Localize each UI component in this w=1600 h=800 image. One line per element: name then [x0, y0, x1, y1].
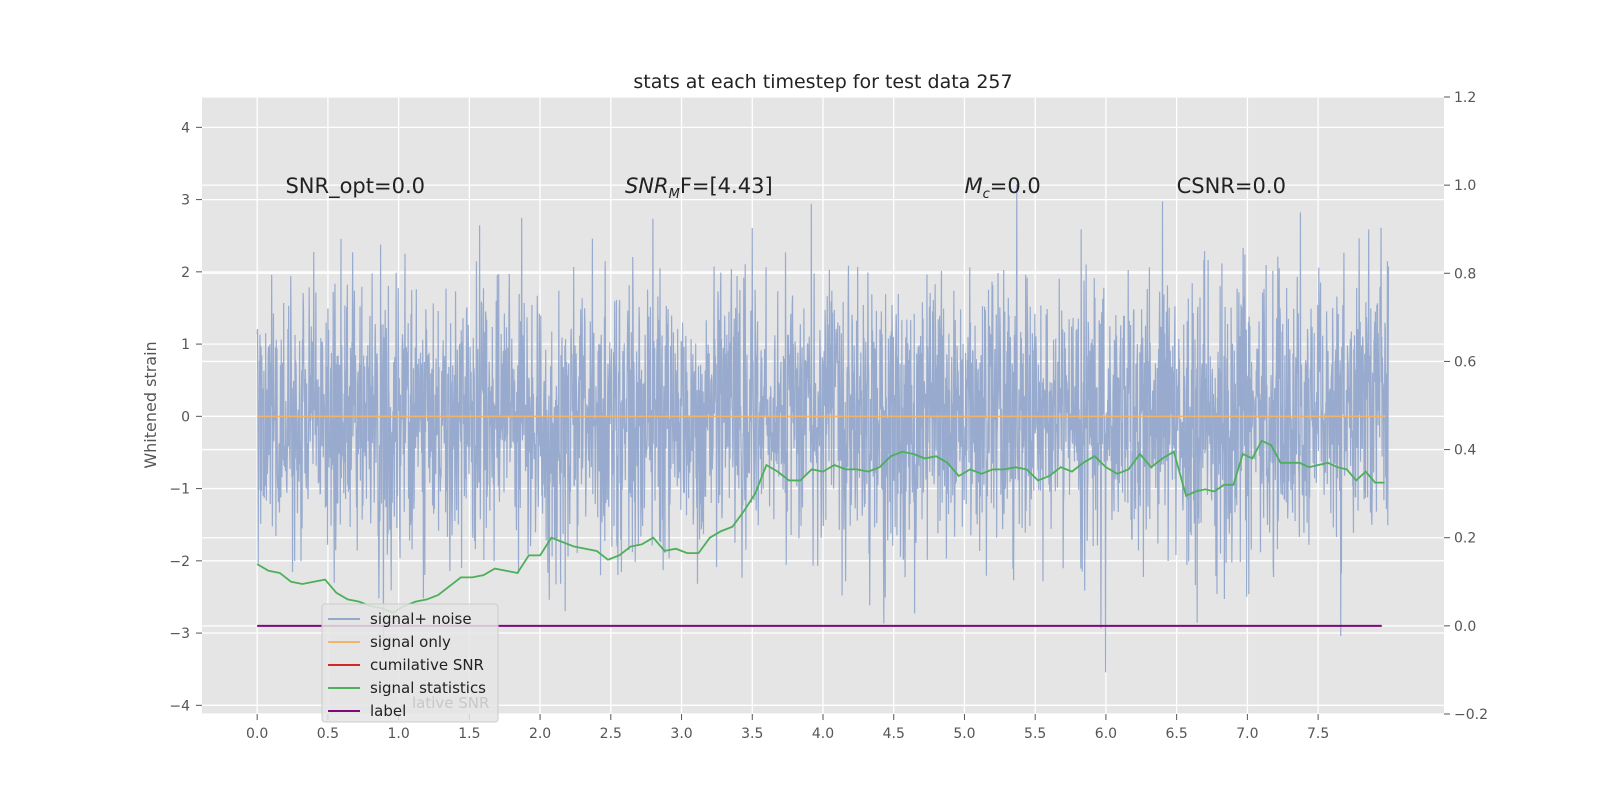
y-tick-label: −3: [169, 626, 190, 642]
y-tick-label: 0: [181, 409, 190, 425]
x-tick-label: 4.5: [883, 726, 905, 742]
x-tick-label: 4.0: [812, 726, 834, 742]
x-tick-label: 6.5: [1166, 726, 1188, 742]
y2-tick-label: 0.8: [1454, 266, 1476, 282]
annotation-4: CSNR=0.0: [1177, 174, 1286, 198]
x-tick-label: 7.0: [1236, 726, 1258, 742]
y-tick-label: 2: [181, 265, 190, 281]
x-tick-label: 6.0: [1095, 726, 1117, 742]
legend-label: cumilative SNR: [370, 656, 484, 674]
y2-tick-label: −0.2: [1454, 707, 1488, 723]
y2-tick-label: 0.6: [1454, 354, 1476, 370]
x-tick-label: 2.0: [529, 726, 551, 742]
y2-tick-label: 1.0: [1454, 178, 1476, 194]
y2-tick-label: 0.4: [1454, 443, 1476, 459]
series-signal-noise: [256, 184, 1390, 673]
x-tick-label: 1.0: [387, 726, 409, 742]
series-signal-statistics: [256, 439, 1385, 614]
annotation-1: SNR_opt=0.0: [285, 174, 425, 199]
x-tick-label: 1.5: [458, 726, 480, 742]
legend-box: [321, 603, 499, 723]
x-tick-label: 3.5: [741, 726, 763, 742]
y-tick-label: 4: [181, 120, 190, 136]
annotations: SNR_opt=0.0 SNRMF=[4.43] Mc=0.0 CSNR=0.0: [285, 174, 1285, 202]
x-tick-label: 0.5: [317, 726, 339, 742]
legend-ghost-text: lative SNR: [412, 694, 489, 712]
x-tick-label: 5.0: [953, 726, 975, 742]
x-tick-label: 3.0: [670, 726, 692, 742]
chart-title: stats at each timestep for test data 257: [633, 71, 1012, 93]
y-tick-label: 1: [181, 337, 190, 353]
x-tick-label: 2.5: [600, 726, 622, 742]
legend-label: label: [370, 702, 406, 720]
annotation-3: Mc=0.0: [964, 174, 1040, 202]
x-tick-label: 7.5: [1307, 726, 1329, 742]
y2-tick-label: 1.2: [1454, 90, 1476, 106]
legend-label: signal only: [370, 633, 451, 651]
legend: lative SNR signal+ noise signal only cumila…: [321, 603, 499, 723]
x-tick-label: 0.0: [246, 726, 268, 742]
y-axis-label: Whitened strain: [141, 341, 160, 468]
legend-label: signal statistics: [370, 679, 486, 697]
y-tick-label: −2: [169, 554, 190, 570]
axes: 0.0 0.5 1.0 1.5 2.0 2.5 3.0 3.5 4.0 4.5 5.0 5.5 6.0 6…: [169, 90, 1488, 742]
y-tick-label: −1: [169, 482, 190, 498]
annotation-2: SNRMF=[4.43]: [625, 174, 773, 202]
y2-tick-label: 0.2: [1454, 531, 1476, 547]
y2-tick-label: 0.0: [1454, 619, 1476, 635]
x-tick-label: 5.5: [1024, 726, 1046, 742]
y-tick-label: −4: [169, 698, 190, 714]
legend-label: signal+ noise: [370, 610, 472, 628]
y-tick-label: 3: [181, 193, 190, 209]
